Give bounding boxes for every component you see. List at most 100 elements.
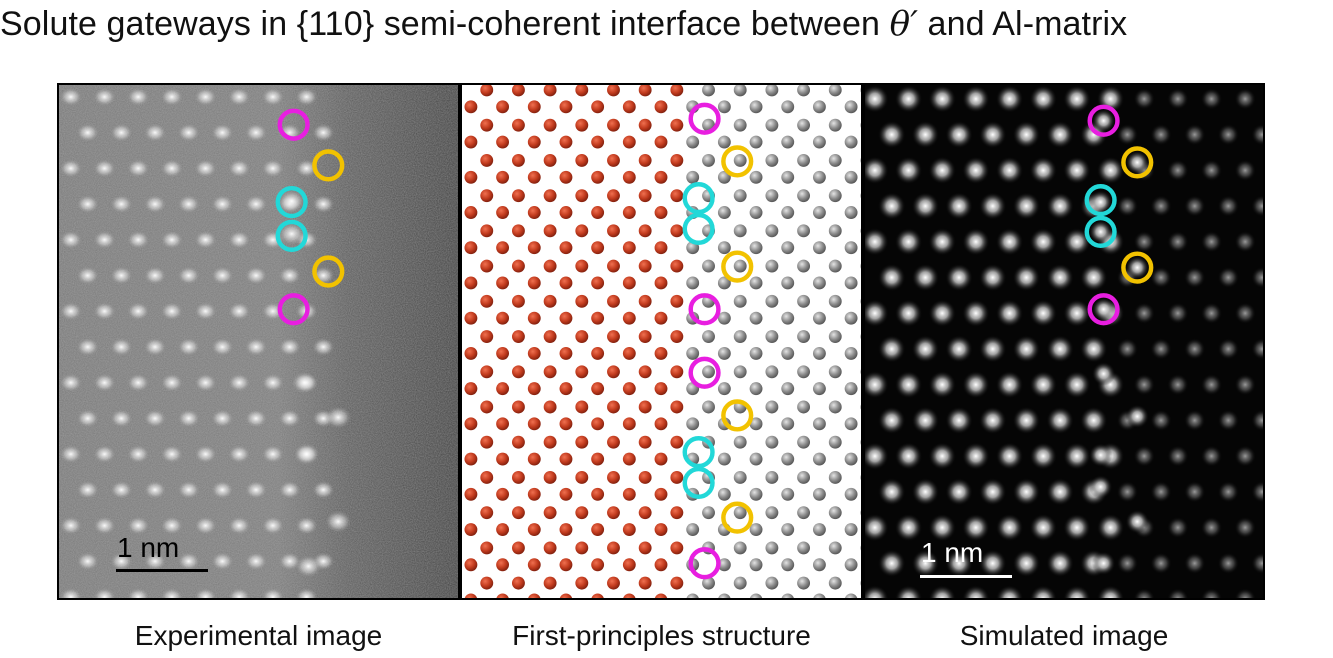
copper-atom	[527, 487, 541, 501]
simulated-atom-column	[978, 549, 1007, 578]
copper-atom	[670, 294, 684, 308]
simulated-atom-column	[1234, 516, 1257, 539]
aluminum-atom	[844, 558, 858, 572]
aluminum-atom	[812, 417, 826, 431]
copper-atom	[527, 241, 541, 255]
copper-atom	[654, 346, 668, 360]
aluminum-atom	[749, 382, 763, 396]
aluminum-atom	[765, 330, 779, 343]
aluminum-atom	[797, 435, 811, 449]
copper-atom	[511, 224, 525, 238]
copper-atom	[559, 276, 573, 290]
aluminum-atom	[797, 259, 811, 273]
aluminum-atom	[717, 452, 731, 466]
copper-atom	[527, 346, 541, 360]
yellow-marker-circle	[721, 145, 754, 178]
copper-atom	[622, 170, 636, 184]
atom-column-spot	[144, 338, 166, 356]
cyan-marker-circle	[1084, 215, 1117, 248]
copper-atom	[670, 330, 684, 343]
copper-atom	[559, 558, 573, 572]
aluminum-atom	[844, 417, 858, 431]
copper-atom	[480, 224, 494, 238]
copper-atom	[464, 487, 478, 501]
bright-atom-column-spot	[295, 555, 322, 578]
copper-atom	[480, 153, 494, 167]
atom-column-spot	[144, 195, 166, 214]
copper-atom	[480, 294, 494, 308]
theta-prime-symbol: θ′	[889, 4, 919, 44]
simulated-atom-column	[911, 335, 940, 363]
atom-column-spot	[127, 516, 150, 535]
copper-atom	[670, 470, 684, 484]
aluminum-atom	[797, 400, 811, 414]
copper-atom	[511, 400, 525, 414]
copper-atom	[638, 294, 652, 308]
simulated-atom-column	[1234, 588, 1257, 598]
atom-column-spot	[160, 445, 183, 464]
aluminum-atom	[765, 470, 779, 484]
copper-atom	[480, 189, 494, 203]
simulated-atom-column	[995, 370, 1024, 399]
atom-column-spot	[211, 409, 234, 428]
bright-interface-atom	[1125, 509, 1150, 534]
copper-atom	[607, 224, 620, 238]
simulated-atom-column	[1063, 513, 1091, 542]
simulated-atom-column	[1217, 338, 1240, 360]
simulated-atom-column	[945, 120, 973, 149]
atom-column-spot	[160, 373, 183, 392]
atom-column-spot	[261, 159, 284, 178]
simulated-atom-column	[1183, 195, 1206, 217]
aluminum-atom	[749, 487, 763, 501]
atom-column-spot	[228, 230, 251, 249]
atom-column-spot	[194, 373, 217, 392]
simulated-atom-column	[1200, 373, 1223, 396]
magenta-marker-circle	[688, 293, 721, 326]
atom-column-spot	[194, 588, 217, 598]
aluminum-atom	[765, 224, 779, 238]
magenta-marker-circle	[277, 108, 310, 141]
yellow-marker-circle	[721, 399, 754, 432]
simulated-atom-column	[1167, 588, 1189, 598]
simulated-atom-column	[1200, 588, 1223, 598]
copper-atom	[591, 417, 605, 431]
aluminum-atom	[812, 487, 826, 501]
bright-atom-column-spot	[325, 510, 352, 533]
simulated-atom-column	[928, 299, 957, 328]
copper-atom	[559, 100, 573, 114]
aluminum-atom	[702, 400, 715, 414]
copper-atom	[670, 118, 684, 132]
scale-bar	[920, 575, 1012, 578]
aluminum-atom	[812, 346, 826, 360]
bright-atom-column-spot	[325, 406, 352, 429]
atom-column-spot	[76, 338, 99, 356]
first-principles-structure-panel	[460, 83, 863, 600]
simulated-atom-column	[1200, 87, 1223, 110]
copper-atom	[575, 365, 589, 379]
simulated-atom-column	[1166, 87, 1189, 110]
copper-atom	[575, 400, 589, 414]
magenta-marker-circle	[688, 356, 721, 389]
copper-atom	[543, 189, 557, 203]
aluminum-atom	[828, 506, 842, 520]
bright-interface-atom	[1088, 190, 1113, 214]
simulated-atom-column	[962, 156, 990, 185]
simulated-atom-column	[1063, 299, 1091, 328]
copper-atom	[591, 452, 605, 466]
simulated-atom-column	[1029, 156, 1058, 185]
simulated-atom-column	[1217, 195, 1240, 217]
copper-atom	[527, 135, 541, 149]
aluminum-atom	[828, 470, 842, 484]
simulated-atom-column	[1096, 156, 1125, 185]
atom-column-spot	[177, 409, 200, 428]
atom-column-spot	[278, 338, 301, 356]
copper-atom	[670, 506, 684, 520]
copper-atom	[559, 170, 573, 184]
scale-bar	[116, 569, 208, 572]
simulated-atom-column	[911, 549, 940, 578]
atom-column-spot	[261, 373, 284, 392]
aluminum-atom	[733, 294, 747, 308]
aluminum-atom	[797, 541, 811, 555]
aluminum-atom	[765, 506, 779, 520]
aluminum-atom	[781, 100, 795, 114]
